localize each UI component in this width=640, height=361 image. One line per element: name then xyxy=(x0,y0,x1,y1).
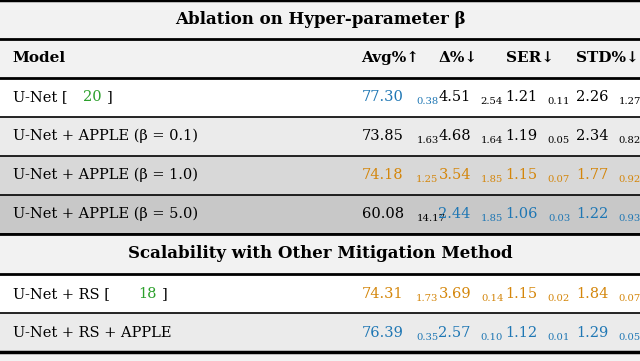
Bar xyxy=(0,78,640,117)
Text: 0.14: 0.14 xyxy=(481,294,504,303)
Text: 74.18: 74.18 xyxy=(362,168,403,182)
Text: U-Net [: U-Net [ xyxy=(13,90,67,104)
Text: 1.22: 1.22 xyxy=(576,207,608,221)
Text: ]: ] xyxy=(162,287,168,301)
Text: Δ%↓: Δ%↓ xyxy=(438,51,477,65)
Text: 1.06: 1.06 xyxy=(506,207,538,221)
Text: 2.44: 2.44 xyxy=(438,207,471,221)
Text: 1.27: 1.27 xyxy=(619,97,640,106)
Text: 1.15: 1.15 xyxy=(506,168,538,182)
Text: Avg%↑: Avg%↑ xyxy=(362,51,420,65)
Text: 2.26: 2.26 xyxy=(576,90,609,104)
Text: 0.07: 0.07 xyxy=(548,175,570,184)
Text: 1.85: 1.85 xyxy=(481,175,503,184)
Bar xyxy=(0,274,640,313)
Text: 4.68: 4.68 xyxy=(438,129,471,143)
Text: ]: ] xyxy=(108,90,113,104)
Text: 1.29: 1.29 xyxy=(576,326,608,340)
Text: 0.01: 0.01 xyxy=(548,333,570,342)
Text: U-Net + RS + APPLE: U-Net + RS + APPLE xyxy=(13,326,172,340)
Text: 1.21: 1.21 xyxy=(506,90,538,104)
Text: 0.38: 0.38 xyxy=(416,97,438,106)
Bar xyxy=(0,313,640,352)
Text: 1.73: 1.73 xyxy=(416,294,438,303)
Text: 3.69: 3.69 xyxy=(438,287,471,301)
Text: 1.19: 1.19 xyxy=(506,129,538,143)
Text: 4.51: 4.51 xyxy=(438,90,470,104)
Text: 0.10: 0.10 xyxy=(481,333,503,342)
Text: 1.12: 1.12 xyxy=(506,326,538,340)
Text: Scalability with Other Mitigation Method: Scalability with Other Mitigation Method xyxy=(128,245,512,262)
Text: 0.11: 0.11 xyxy=(548,97,570,106)
Text: 2.34: 2.34 xyxy=(576,129,609,143)
Text: 0.93: 0.93 xyxy=(618,214,640,223)
Text: 0.82: 0.82 xyxy=(619,136,640,145)
Text: 3.54: 3.54 xyxy=(438,168,471,182)
Text: 0.07: 0.07 xyxy=(618,294,640,303)
Text: STD%↓: STD%↓ xyxy=(576,51,639,65)
Text: Ablation on Hyper-parameter β: Ablation on Hyper-parameter β xyxy=(175,11,465,28)
Text: U-Net + RS [: U-Net + RS [ xyxy=(13,287,110,301)
Text: 0.05: 0.05 xyxy=(618,333,640,342)
Text: 2.54: 2.54 xyxy=(481,97,503,106)
Text: 1.84: 1.84 xyxy=(576,287,609,301)
Text: 2.57: 2.57 xyxy=(438,326,471,340)
Text: 76.39: 76.39 xyxy=(362,326,403,340)
Text: 20: 20 xyxy=(83,90,102,104)
Text: 1.64: 1.64 xyxy=(481,136,504,145)
Text: 74.31: 74.31 xyxy=(362,287,403,301)
Text: 1.77: 1.77 xyxy=(576,168,608,182)
Text: 77.30: 77.30 xyxy=(362,90,403,104)
Bar xyxy=(0,195,640,234)
Text: 1.15: 1.15 xyxy=(506,287,538,301)
Text: SER↓: SER↓ xyxy=(506,51,554,65)
Text: U-Net + APPLE (β = 0.1): U-Net + APPLE (β = 0.1) xyxy=(13,129,198,143)
Text: 0.03: 0.03 xyxy=(548,214,570,223)
Text: 0.05: 0.05 xyxy=(548,136,570,145)
Text: Model: Model xyxy=(13,51,66,65)
Text: 1.63: 1.63 xyxy=(416,136,438,145)
Text: 14.17: 14.17 xyxy=(417,214,445,223)
Text: 1.25: 1.25 xyxy=(416,175,438,184)
Text: 73.85: 73.85 xyxy=(362,129,403,143)
Text: U-Net + APPLE (β = 1.0): U-Net + APPLE (β = 1.0) xyxy=(13,168,198,182)
Bar xyxy=(0,117,640,156)
Text: 0.92: 0.92 xyxy=(618,175,640,184)
Text: 0.02: 0.02 xyxy=(548,294,570,303)
Text: 0.35: 0.35 xyxy=(416,333,438,342)
Bar xyxy=(0,156,640,195)
Text: 1.85: 1.85 xyxy=(481,214,503,223)
Text: 60.08: 60.08 xyxy=(362,207,404,221)
Text: 18: 18 xyxy=(138,287,156,301)
Text: U-Net + APPLE (β = 5.0): U-Net + APPLE (β = 5.0) xyxy=(13,207,198,221)
